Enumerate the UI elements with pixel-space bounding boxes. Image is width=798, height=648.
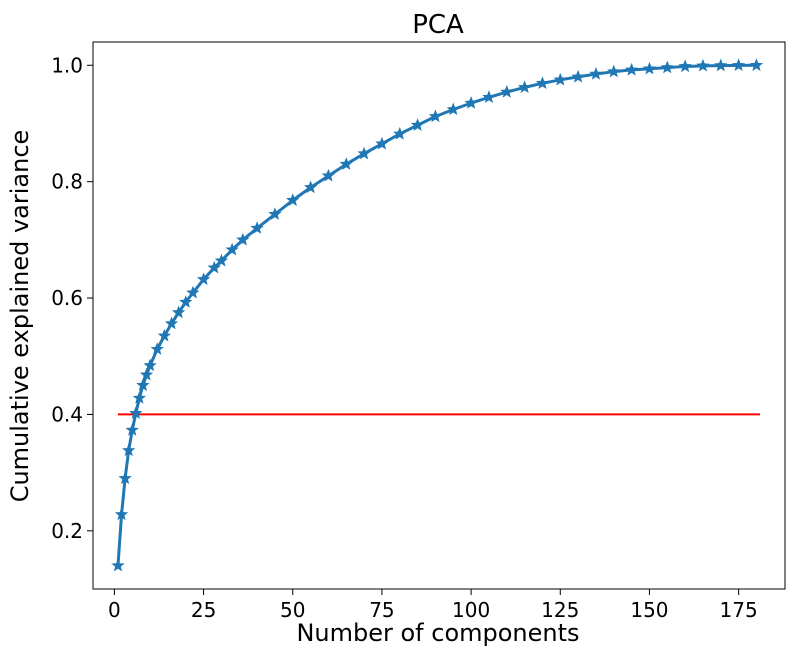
data-point-marker bbox=[125, 423, 139, 436]
data-point-marker bbox=[446, 102, 460, 116]
data-point-marker bbox=[696, 58, 710, 72]
data-point-marker bbox=[500, 85, 514, 98]
x-tick-label: 75 bbox=[369, 598, 394, 622]
y-tick-label: 0.4 bbox=[51, 402, 83, 426]
x-tick-label: 50 bbox=[280, 598, 305, 622]
data-point-marker bbox=[157, 328, 171, 342]
data-point-marker bbox=[339, 157, 353, 170]
data-point-marker bbox=[118, 471, 132, 485]
data-point-marker bbox=[642, 61, 657, 75]
variance-line bbox=[116, 63, 757, 566]
data-point-marker bbox=[714, 58, 728, 72]
data-point-marker bbox=[179, 295, 193, 308]
data-point-marker bbox=[286, 193, 300, 206]
chart-title: PCA bbox=[412, 10, 464, 40]
data-point-marker bbox=[268, 207, 282, 220]
data-point-marker bbox=[607, 64, 621, 78]
data-point-marker bbox=[375, 136, 389, 150]
x-tick-label: 100 bbox=[452, 598, 490, 622]
x-tick-label: 150 bbox=[630, 598, 668, 622]
data-point-marker bbox=[428, 109, 443, 123]
x-tick-label: 25 bbox=[191, 598, 216, 622]
data-point-marker bbox=[464, 96, 478, 109]
data-point-marker bbox=[678, 59, 692, 73]
data-point-marker bbox=[186, 285, 200, 299]
plot-area bbox=[92, 41, 786, 590]
data-point-marker bbox=[660, 60, 674, 74]
data-point-marker bbox=[196, 272, 211, 286]
data-point-marker bbox=[114, 507, 129, 521]
data-point-marker bbox=[143, 358, 157, 372]
data-point-marker bbox=[111, 558, 125, 572]
data-point-marker bbox=[139, 367, 154, 381]
data-point-marker bbox=[122, 443, 136, 457]
data-point-marker bbox=[214, 253, 229, 267]
x-tick-label: 125 bbox=[541, 598, 579, 622]
data-point-marker bbox=[749, 58, 764, 71]
axes-frame bbox=[92, 41, 786, 590]
data-point-marker bbox=[136, 378, 150, 391]
data-point-marker bbox=[225, 242, 239, 256]
data-point-marker bbox=[129, 406, 143, 419]
data-point-marker bbox=[303, 180, 318, 194]
data-point-marker bbox=[171, 305, 186, 319]
data-point-marker bbox=[150, 342, 164, 355]
data-point-marker bbox=[731, 58, 746, 72]
y-tick-label: 0.8 bbox=[51, 170, 83, 194]
x-axis-ticks: 0 25 50 75 100 125 150 175 bbox=[108, 589, 758, 622]
data-point-marker bbox=[357, 146, 371, 160]
data-point-marker bbox=[410, 118, 425, 131]
data-point-marker bbox=[236, 232, 250, 246]
data-point-marker bbox=[482, 90, 496, 103]
data-point-marker bbox=[207, 260, 221, 274]
data-point-marker bbox=[321, 168, 336, 182]
y-tick-label: 1.0 bbox=[51, 53, 83, 77]
data-point-marker bbox=[517, 80, 532, 94]
data-point-marker bbox=[571, 69, 585, 83]
y-tick-label: 0.6 bbox=[51, 286, 83, 310]
x-tick-label: 175 bbox=[720, 598, 758, 622]
data-point-marker bbox=[624, 62, 639, 76]
data-point-marker bbox=[589, 67, 603, 80]
data-point-marker bbox=[535, 76, 550, 89]
data-point-marker bbox=[132, 391, 147, 404]
x-tick-label: 0 bbox=[108, 598, 121, 622]
y-tick-label: 0.2 bbox=[51, 519, 83, 543]
data-point-marker bbox=[393, 126, 407, 140]
y-axis-ticks: 0.2 0.4 0.6 0.8 1.0 bbox=[51, 53, 93, 543]
y-axis-label: Cumulative explained variance bbox=[6, 130, 34, 503]
data-point-marker bbox=[553, 72, 567, 86]
data-point-marker bbox=[250, 221, 264, 234]
data-point-marker bbox=[164, 316, 179, 330]
x-axis-label: Number of components bbox=[296, 619, 579, 647]
